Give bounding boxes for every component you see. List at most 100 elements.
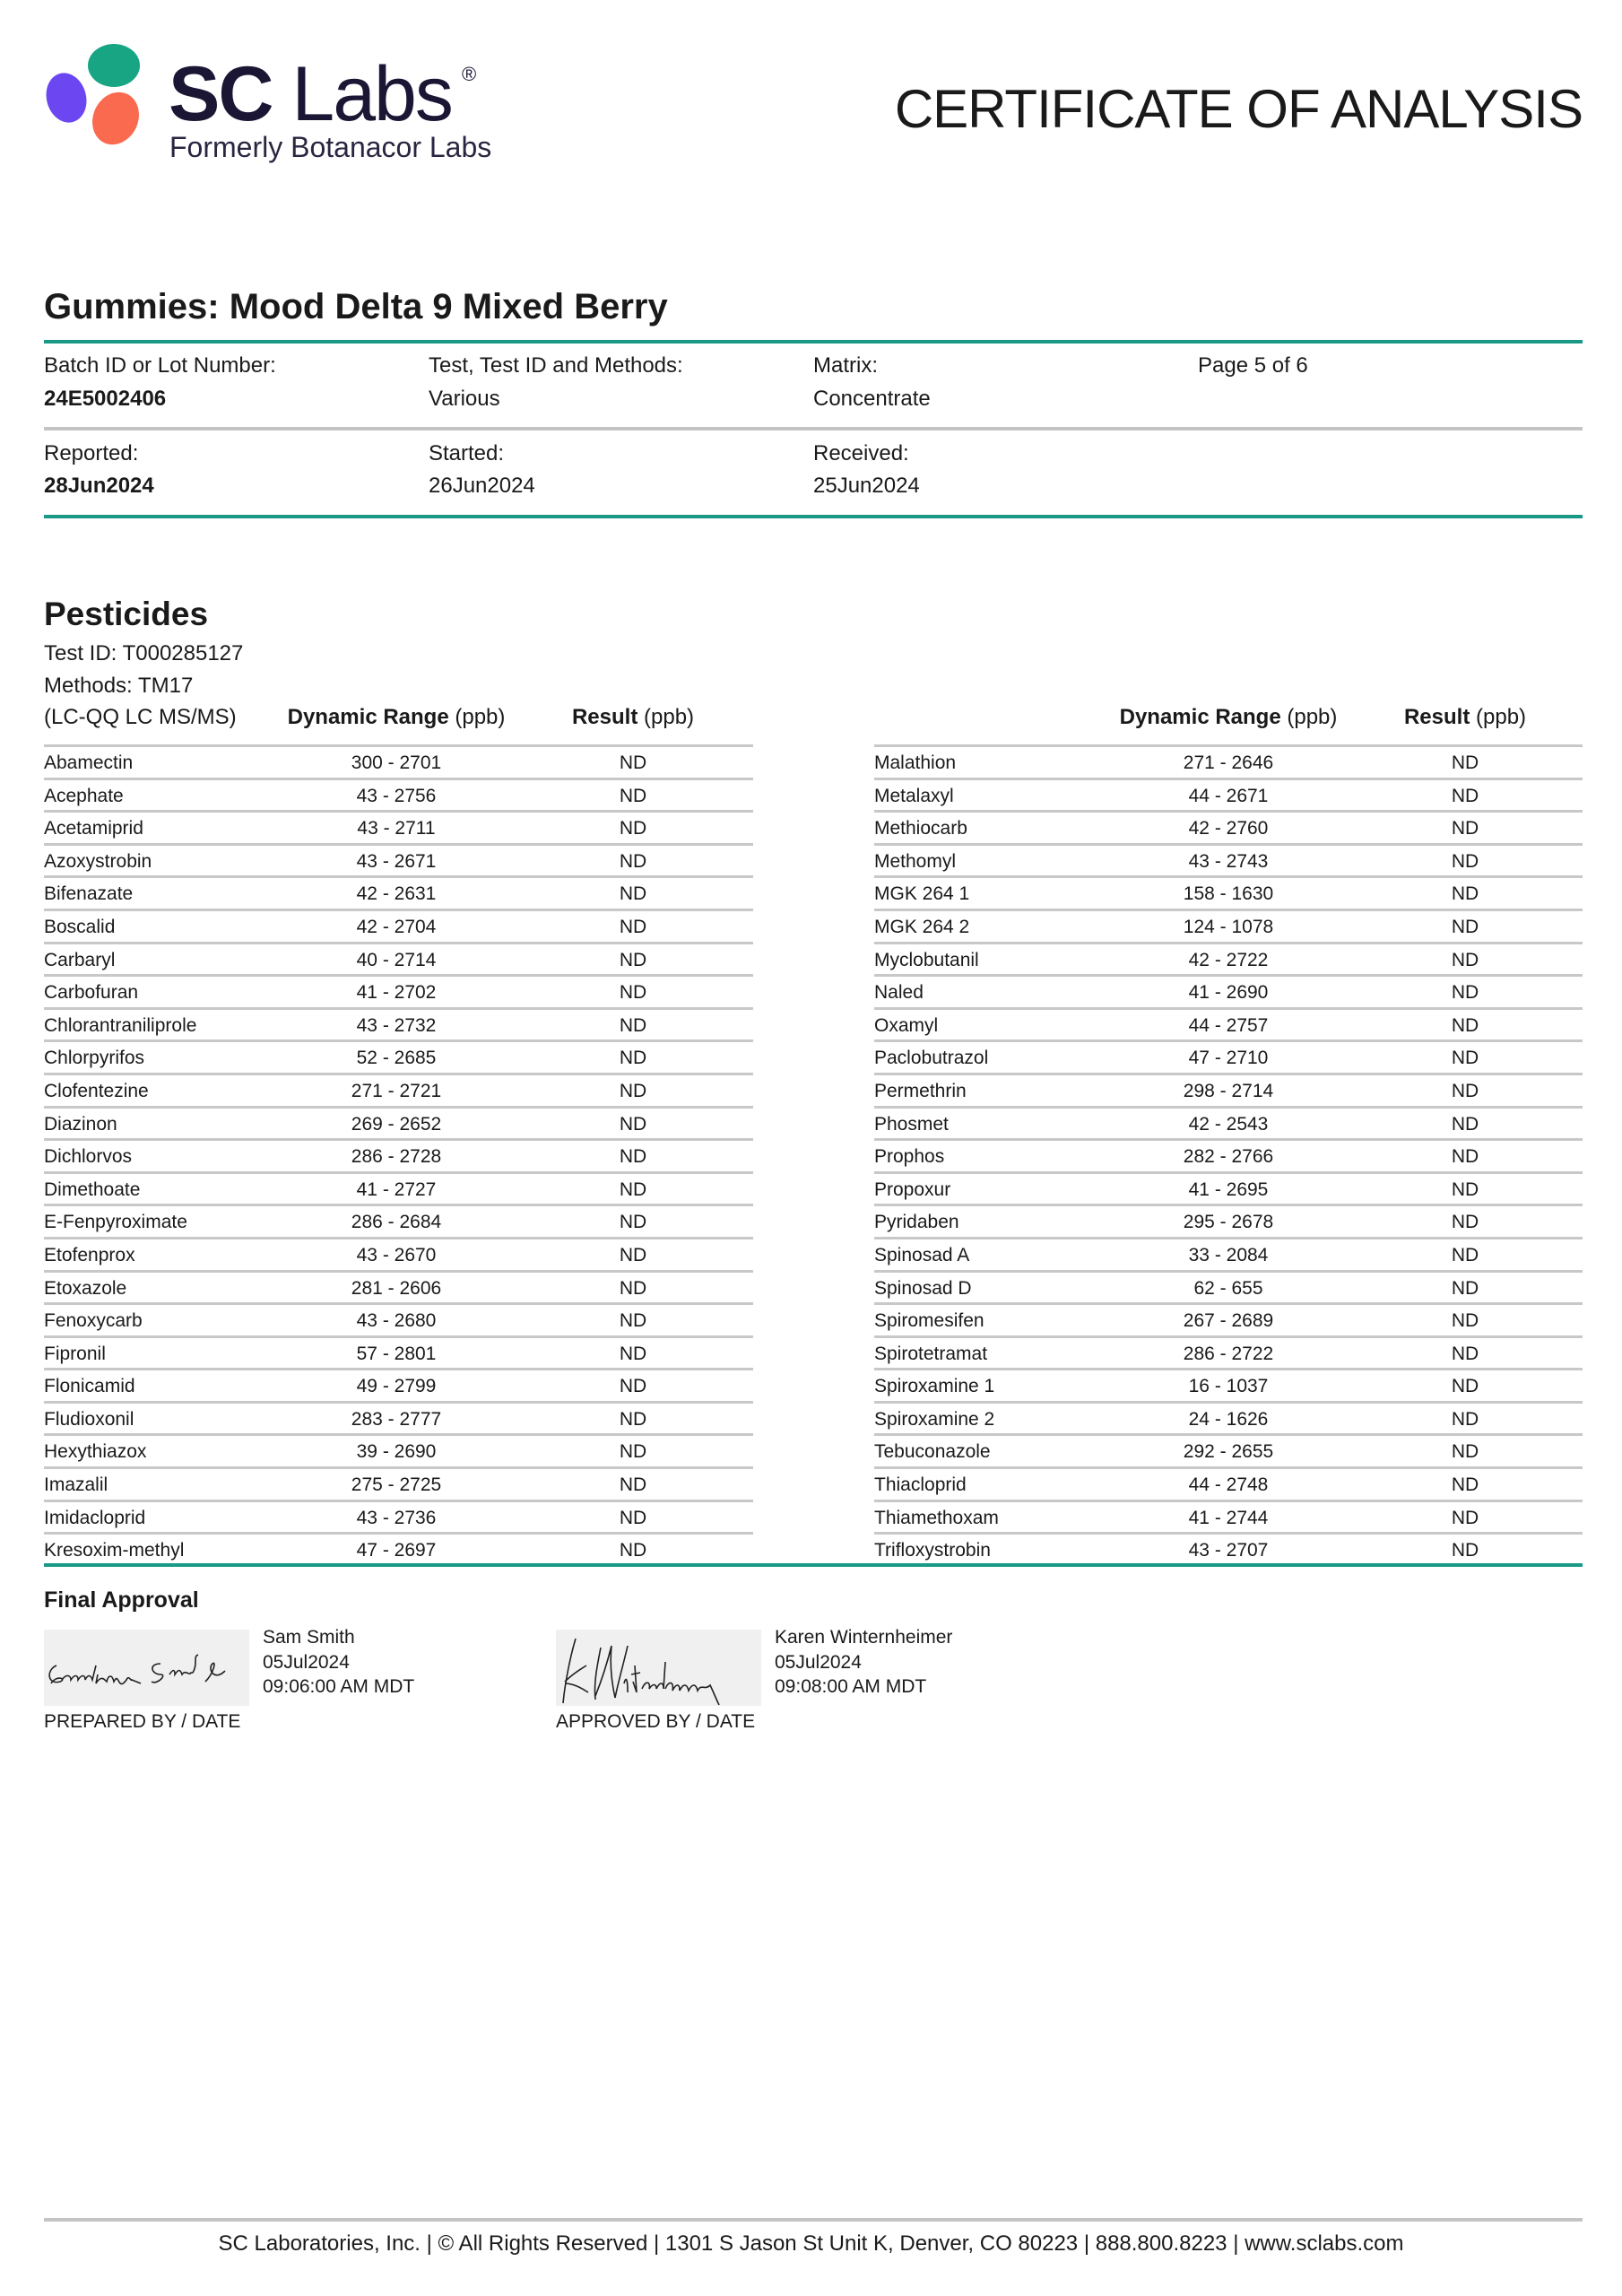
table-row: Etofenprox 43 - 2670 ND	[44, 1236, 753, 1270]
analyte-name: Oxamyl	[874, 1014, 939, 1036]
dynamic-range: 57 - 2801	[356, 1343, 437, 1364]
divider-gray	[44, 427, 1583, 430]
analyte-name: Carbofuran	[44, 982, 139, 1004]
table-row: Chlorpyrifos 52 - 2685 ND	[44, 1039, 753, 1073]
analyte-name: Phosmet	[874, 1113, 949, 1135]
analyte-name: Metalaxyl	[874, 785, 954, 806]
result: ND	[619, 1014, 647, 1036]
table-body: Malathion 271 - 2646 ND Metalaxyl 44 - 2671 N…	[874, 744, 1583, 1565]
dynamic-range: 33 - 2084	[1188, 1244, 1269, 1265]
section-heading-pesticides: Pesticides	[44, 596, 209, 632]
table-row: Diazinon 269 - 2652 ND	[44, 1105, 753, 1139]
result: ND	[1451, 1277, 1479, 1299]
table-row: Boscalid 42 - 2704 ND	[44, 908, 753, 942]
received-label: Received:	[813, 441, 909, 465]
result: ND	[1451, 1310, 1479, 1332]
instrument-label: (LC-QQ LC MS/MS)	[44, 705, 237, 729]
result: ND	[1451, 1343, 1479, 1364]
footer-text: SC Laboratories, Inc. | © All Rights Res…	[218, 2231, 1404, 2256]
dynamic-range: 43 - 2732	[356, 1014, 437, 1036]
analyte-name: Myclobutanil	[874, 949, 979, 970]
result: ND	[619, 1178, 647, 1200]
column-header-dynamic-range: Dynamic Range (ppb)	[1120, 707, 1338, 728]
table-row: Abamectin 300 - 2701 ND	[44, 744, 753, 778]
analyte-name: Fludioxonil	[44, 1408, 134, 1430]
table-row: Carbofuran 41 - 2702 ND	[44, 974, 753, 1007]
table-row: Thiamethoxam 41 - 2744 ND	[874, 1499, 1583, 1533]
table-row: Myclobutanil 42 - 2722 ND	[874, 941, 1583, 975]
table-row: Imidacloprid 43 - 2736 ND	[44, 1499, 753, 1533]
logo-green-dot	[88, 44, 140, 87]
approved-name: Karen Winternheimer	[775, 1627, 953, 1648]
dynamic-range: 47 - 2697	[356, 1540, 437, 1561]
analyte-name: Spiromesifen	[874, 1310, 984, 1332]
result: ND	[619, 1080, 647, 1101]
table-row: Spinosad D 62 - 655 ND	[874, 1269, 1583, 1303]
unit: (ppb)	[644, 705, 695, 729]
result: ND	[1451, 752, 1479, 773]
analyte-name: Dichlorvos	[44, 1146, 133, 1168]
dynamic-range: 43 - 2711	[357, 818, 436, 839]
prepared-signature	[44, 1630, 249, 1706]
result: ND	[1451, 1540, 1479, 1561]
dynamic-range: 124 - 1078	[1183, 916, 1274, 937]
dynamic-range: 43 - 2671	[356, 850, 437, 872]
table-row: Naled 41 - 2690 ND	[874, 974, 1583, 1007]
result: ND	[1451, 1080, 1479, 1101]
logo-purple-dot	[46, 73, 87, 123]
logo-sc: SC	[169, 51, 273, 137]
result: ND	[619, 818, 647, 839]
result: ND	[619, 785, 647, 806]
dynamic-range: 283 - 2777	[351, 1408, 442, 1430]
result: ND	[619, 883, 647, 905]
table-row: MGK 264 1 158 - 1630 ND	[874, 875, 1583, 909]
table-row: Methomyl 43 - 2743 ND	[874, 842, 1583, 876]
result: ND	[619, 1310, 647, 1332]
divider-teal	[44, 515, 1583, 518]
dynamic-range: 158 - 1630	[1183, 883, 1274, 905]
result: ND	[1451, 982, 1479, 1004]
analyte-name: Fenoxycarb	[44, 1310, 143, 1332]
dynamic-range: 52 - 2685	[356, 1048, 437, 1069]
analyte-name: Paclobutrazol	[874, 1048, 989, 1069]
table-row: Dichlorvos 286 - 2728 ND	[44, 1138, 753, 1171]
pesticides-table-right: Dynamic Range (ppb) Result (ppb) Malathi…	[874, 707, 1583, 1565]
result: ND	[619, 1146, 647, 1168]
table-row: Spinosad A 33 - 2084 ND	[874, 1236, 1583, 1270]
dynamic-range: 43 - 2743	[1188, 850, 1269, 872]
dynamic-range: 281 - 2606	[351, 1277, 442, 1299]
signature-image	[562, 1638, 720, 1706]
result: ND	[619, 850, 647, 872]
table-row: Phosmet 42 - 2543 ND	[874, 1105, 1583, 1139]
column-header-result: Result (ppb)	[1404, 707, 1526, 728]
dynamic-range: 295 - 2678	[1183, 1212, 1274, 1233]
analyte-name: Etofenprox	[44, 1244, 135, 1265]
dynamic-range: 271 - 2721	[351, 1080, 442, 1101]
result: ND	[619, 916, 647, 937]
result: ND	[1451, 883, 1479, 905]
dynamic-range: 43 - 2707	[1188, 1540, 1269, 1561]
logo-labs: Labs	[291, 51, 453, 137]
analyte-name: Azoxystrobin	[44, 850, 152, 872]
analyte-name: Thiacloprid	[874, 1474, 967, 1496]
analyte-name: Carbaryl	[44, 949, 116, 970]
table-row: Carbaryl 40 - 2714 ND	[44, 941, 753, 975]
result: ND	[1451, 916, 1479, 937]
dynamic-range: 286 - 2728	[351, 1146, 442, 1168]
dynamic-range: 271 - 2646	[1183, 752, 1274, 773]
dynamic-range: 41 - 2744	[1188, 1507, 1269, 1528]
result: ND	[619, 1474, 647, 1496]
result: ND	[1451, 785, 1479, 806]
batch-value: 24E5002406	[44, 387, 167, 411]
analyte-name: Abamectin	[44, 752, 134, 773]
dynamic-range: 42 - 2543	[1188, 1113, 1269, 1135]
result: ND	[1451, 1212, 1479, 1233]
unit: (ppb)	[1287, 705, 1338, 729]
test-label: Test, Test ID and Methods:	[429, 353, 683, 378]
table-row: Hexythiazox 39 - 2690 ND	[44, 1433, 753, 1466]
matrix-value: Concentrate	[813, 387, 931, 411]
dynamic-range: 40 - 2714	[356, 949, 437, 970]
table-row: Oxamyl 44 - 2757 ND	[874, 1006, 1583, 1040]
column-header-text: Result	[571, 705, 638, 729]
analyte-name: Spirotetramat	[874, 1343, 988, 1364]
